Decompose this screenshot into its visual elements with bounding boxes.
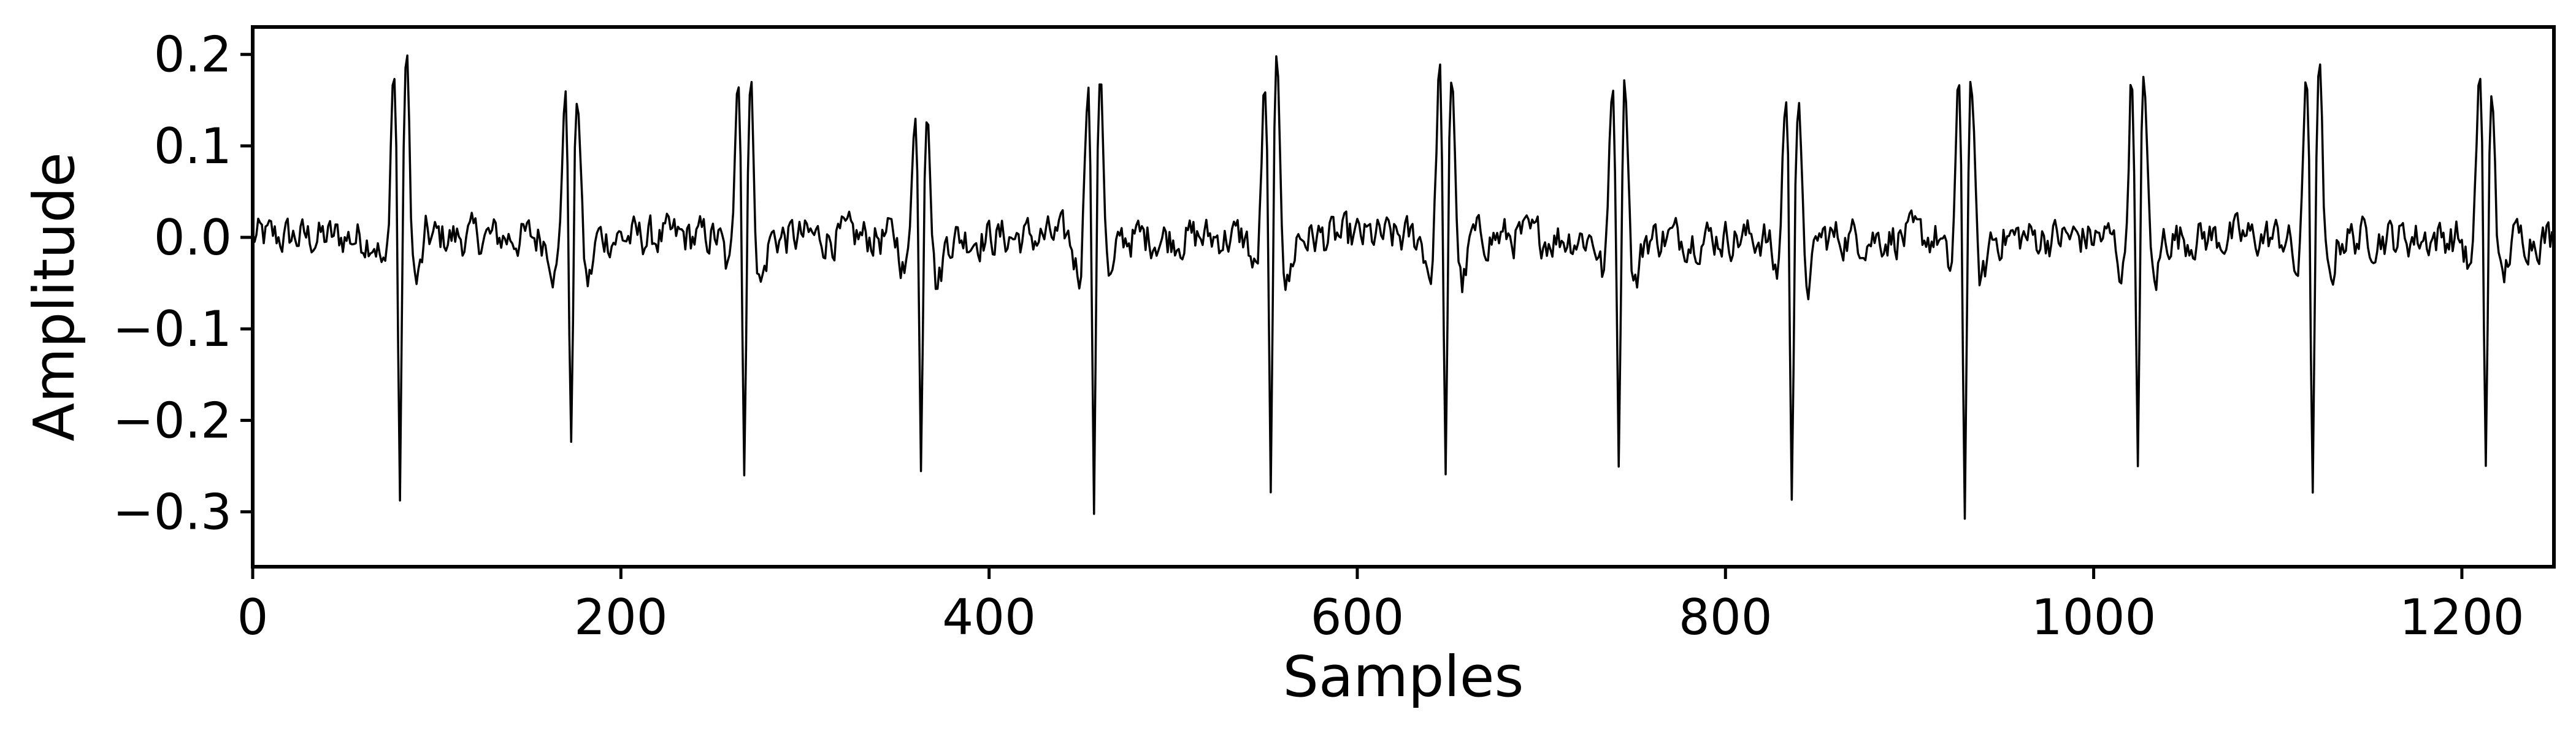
x-tick-label: 400 <box>942 589 1036 646</box>
plot-frame <box>251 25 2556 569</box>
x-axis-title: Samples <box>1283 644 1524 710</box>
y-tick-label: 0.0 <box>154 209 232 266</box>
x-tick-label: 600 <box>1311 589 1405 646</box>
y-tick-label: 0.1 <box>154 118 232 175</box>
y-axis-ticks: −0.3 −0.2 −0.1 0.0 0.1 0.2 <box>113 26 253 541</box>
x-tick-label: 0 <box>237 589 269 646</box>
y-axis-title: Amplitude <box>21 152 87 441</box>
x-tick-label: 1000 <box>2031 589 2156 646</box>
y-tick-label: −0.3 <box>113 484 232 541</box>
plot-area <box>251 54 2553 520</box>
x-tick-label: 1200 <box>2399 589 2524 646</box>
x-axis-ticks: 0 200 400 600 800 1000 1200 <box>237 567 2524 646</box>
y-tick-label: −0.2 <box>113 392 232 449</box>
y-tick-label: −0.1 <box>113 301 232 358</box>
x-tick-label: 200 <box>574 589 668 646</box>
x-tick-label: 800 <box>1679 589 1773 646</box>
signal-line <box>251 54 2553 520</box>
y-tick-label: 0.2 <box>154 26 232 83</box>
